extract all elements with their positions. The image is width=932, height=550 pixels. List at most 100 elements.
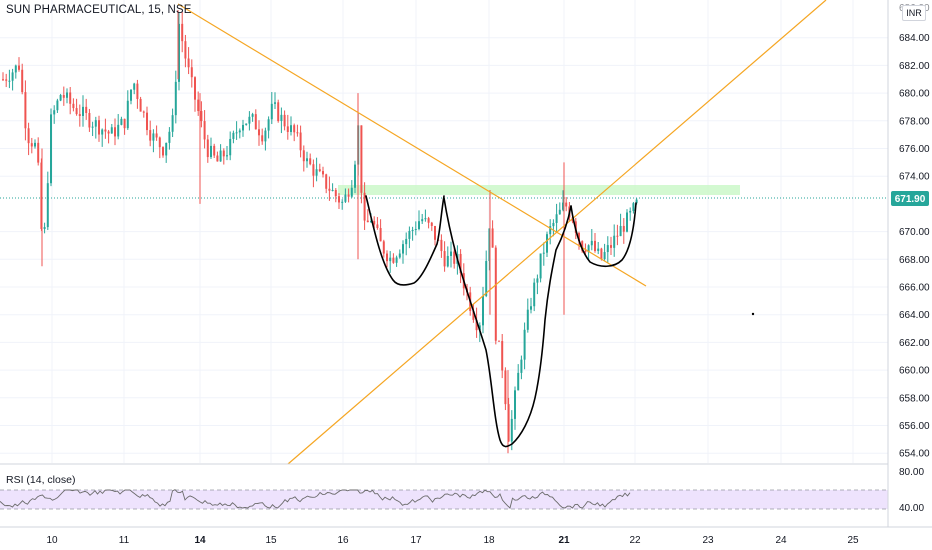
price-tick-label: 676.00 <box>899 144 930 155</box>
candle-body <box>520 359 523 373</box>
candle-body <box>123 118 126 129</box>
candle-body <box>418 221 420 230</box>
price-tick-label: 658.00 <box>899 393 930 404</box>
candle-body <box>139 98 142 112</box>
price-tick-label: 662.00 <box>899 338 930 349</box>
candle-body <box>635 199 638 204</box>
candle-body <box>606 245 609 253</box>
candle-body <box>542 252 545 254</box>
candle-body <box>2 79 4 81</box>
rsi-legend[interactable]: RSI (14, close) <box>6 474 76 486</box>
candle-body <box>443 251 446 267</box>
currency-badge[interactable]: INR <box>902 5 926 21</box>
candle-body <box>203 121 206 140</box>
price-tick-label: 660.00 <box>899 366 930 377</box>
candle-body <box>309 158 312 165</box>
candle-body <box>382 241 385 254</box>
candle-body <box>389 257 392 262</box>
candle-body <box>187 58 190 68</box>
time-tick-label: 10 <box>46 535 58 546</box>
candle-body <box>350 187 353 197</box>
candle-body <box>82 106 84 116</box>
candle-body <box>78 114 81 116</box>
candle-body <box>312 164 315 176</box>
candle-body <box>11 72 14 81</box>
price-tick-label: 682.00 <box>899 61 930 72</box>
candle-body <box>402 244 404 254</box>
candle-body <box>491 228 494 248</box>
candle-body <box>459 253 462 274</box>
candle-body <box>488 228 491 262</box>
candle-body <box>133 83 136 90</box>
candle-body <box>142 111 145 113</box>
candle-body <box>181 23 184 42</box>
candle-body <box>386 253 388 262</box>
candle-body <box>581 241 584 251</box>
time-tick-label: 25 <box>847 535 859 546</box>
candle-body <box>34 142 36 147</box>
uptrend-line[interactable] <box>287 0 827 465</box>
stray-point <box>751 312 755 316</box>
candle-body <box>18 65 20 70</box>
candle-body <box>110 127 113 134</box>
candle-body <box>536 278 539 283</box>
candle-body <box>248 116 251 124</box>
price-axis[interactable]: 684.00 682.00 680.00 678.00 676.00 674.00 670.… <box>899 3 930 460</box>
rsi-axis[interactable]: 80.00 40.00 <box>899 467 924 514</box>
candle-body <box>94 120 97 127</box>
inverse-head-shoulders-drawing[interactable] <box>365 195 637 448</box>
candle-body <box>315 169 318 176</box>
candle-body <box>5 79 8 81</box>
time-axis[interactable]: 10 11 14 15 16 17 18 21 22 23 24 25 <box>46 535 859 546</box>
candle-body <box>555 214 558 223</box>
candle-body <box>27 128 30 144</box>
candle-body <box>341 201 344 203</box>
candle-body <box>184 41 187 59</box>
candle-body <box>254 114 257 130</box>
candle-body <box>622 225 625 232</box>
downtrend-line[interactable] <box>177 3 647 287</box>
candle-body <box>632 203 635 211</box>
resistance-zone[interactable] <box>338 185 740 195</box>
candle-body <box>14 65 17 73</box>
candle-body <box>530 306 532 310</box>
candle-body <box>91 126 94 128</box>
left-shoulder-curve <box>365 195 445 286</box>
price-tick-label: 656.00 <box>899 421 930 432</box>
candle-body <box>373 220 376 225</box>
right-shoulder-curve <box>570 202 637 268</box>
candle-body <box>597 248 600 251</box>
candle-body <box>222 150 225 157</box>
candle-body <box>430 222 433 226</box>
candle-body <box>37 142 40 163</box>
candle-body <box>338 196 340 203</box>
candle-body <box>162 147 164 156</box>
price-tick-label: 670.00 <box>899 227 930 238</box>
candle-body <box>219 150 222 162</box>
symbol-title[interactable]: SUN PHARMACEUTICAL, 15, NSE <box>6 4 192 16</box>
candle-body <box>370 220 372 223</box>
candle-body <box>69 92 72 104</box>
time-tick-label: 24 <box>775 535 787 546</box>
rsi-tick-label: 40.00 <box>899 503 924 514</box>
candle-body <box>53 110 56 115</box>
candle-body <box>552 222 555 227</box>
price-tick-label: 664.00 <box>899 310 930 321</box>
candle-body <box>363 192 366 221</box>
candle-body <box>120 118 123 125</box>
time-tick-label: 14 <box>194 535 206 546</box>
candle-body <box>21 69 24 93</box>
candle-body <box>104 129 107 132</box>
candle-body <box>226 155 228 157</box>
price-tick-label: 680.00 <box>899 89 930 100</box>
candle-body <box>197 99 200 112</box>
candle-body <box>267 119 270 131</box>
candle-body <box>424 218 427 220</box>
candle-body <box>478 325 481 331</box>
candle-body <box>514 390 516 419</box>
candle-body <box>245 123 248 125</box>
candle-body <box>62 95 65 98</box>
time-tick-label: 22 <box>629 535 641 546</box>
candle-body <box>107 131 110 134</box>
